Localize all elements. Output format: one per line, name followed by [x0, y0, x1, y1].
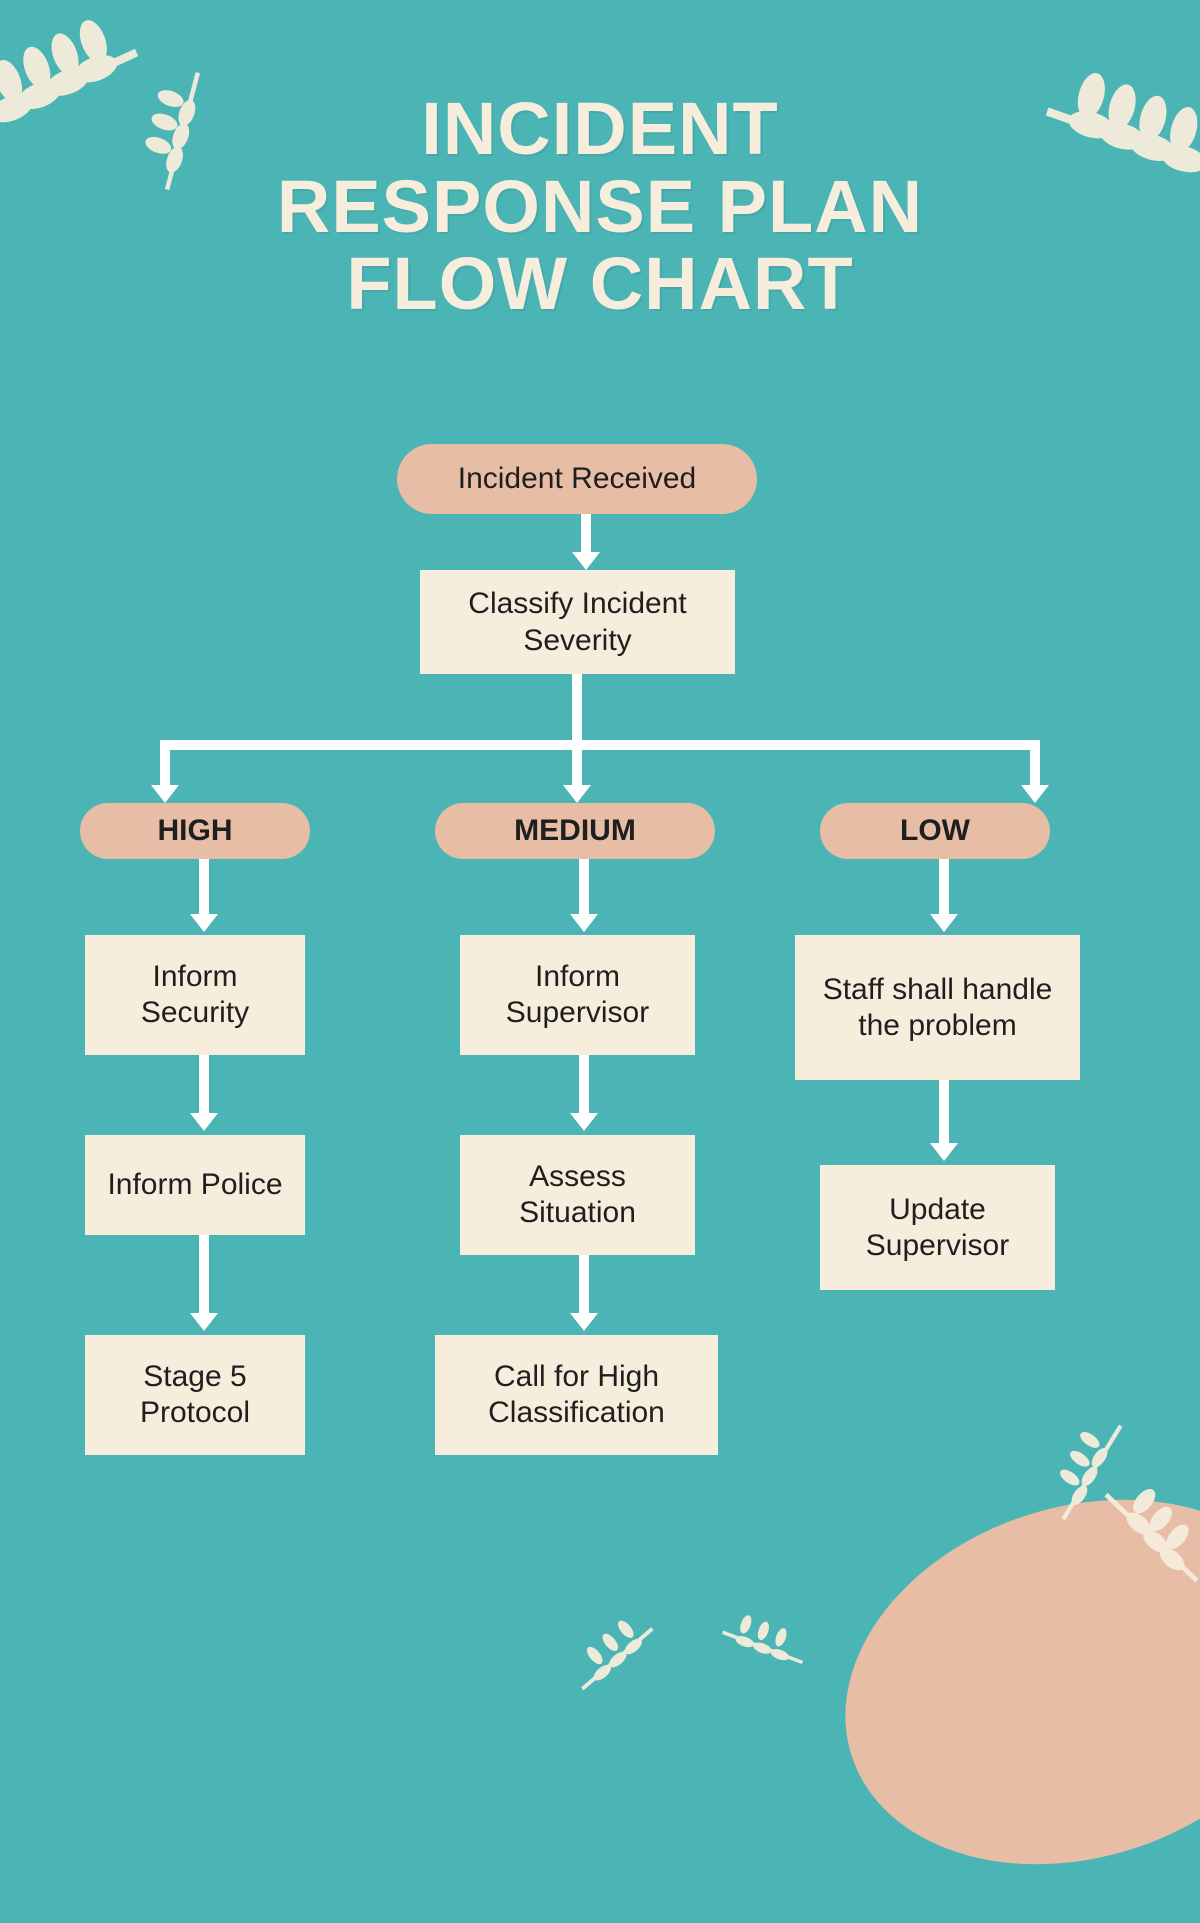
arrow-medium-3 [570, 1255, 598, 1331]
node-low-step-2: Update Supervisor [820, 1165, 1055, 1290]
node-classify-severity: Classify Incident Severity [420, 570, 735, 674]
arrowhead-high [151, 785, 179, 803]
severity-pill-medium: MEDIUM [435, 803, 715, 859]
node-high-step-1: Inform Security [85, 935, 305, 1055]
arrow-high-2 [190, 1055, 218, 1131]
connector-drop-low [1030, 740, 1040, 785]
arrowhead-medium [563, 785, 591, 803]
node-medium-step-1: Inform Supervisor [460, 935, 695, 1055]
connector-drop-high [160, 740, 170, 765]
connector-classify-down [572, 674, 582, 745]
node-incident-received: Incident Received [397, 444, 757, 514]
node-high-step-3: Stage 5 Protocol [85, 1335, 305, 1455]
node-low-step-1: Staff shall handle the problem [795, 935, 1080, 1080]
node-high-step-2: Inform Police [85, 1135, 305, 1235]
title-line-3: FLOW CHART [0, 245, 1200, 323]
connector-branch-bar [160, 740, 1040, 750]
arrow-high-3 [190, 1235, 218, 1331]
arrow-high-1 [190, 859, 218, 932]
title-line-2: RESPONSE PLAN [0, 168, 1200, 246]
node-medium-step-3: Call for High Classification [435, 1335, 718, 1455]
title-line-1: INCIDENT [0, 90, 1200, 168]
arrow-root-to-classify [572, 514, 600, 570]
arrow-low-1 [930, 859, 958, 932]
arrow-to-high [152, 765, 170, 785]
arrow-medium-1 [570, 859, 598, 932]
arrow-low-2 [930, 1080, 958, 1161]
page-title: INCIDENT RESPONSE PLAN FLOW CHART [0, 90, 1200, 323]
severity-pill-high: HIGH [80, 803, 310, 859]
arrow-medium-2 [570, 1055, 598, 1131]
arrowhead-low [1021, 785, 1049, 803]
node-medium-step-2: Assess Situation [460, 1135, 695, 1255]
connector-drop-medium [572, 740, 582, 785]
severity-pill-low: LOW [820, 803, 1050, 859]
